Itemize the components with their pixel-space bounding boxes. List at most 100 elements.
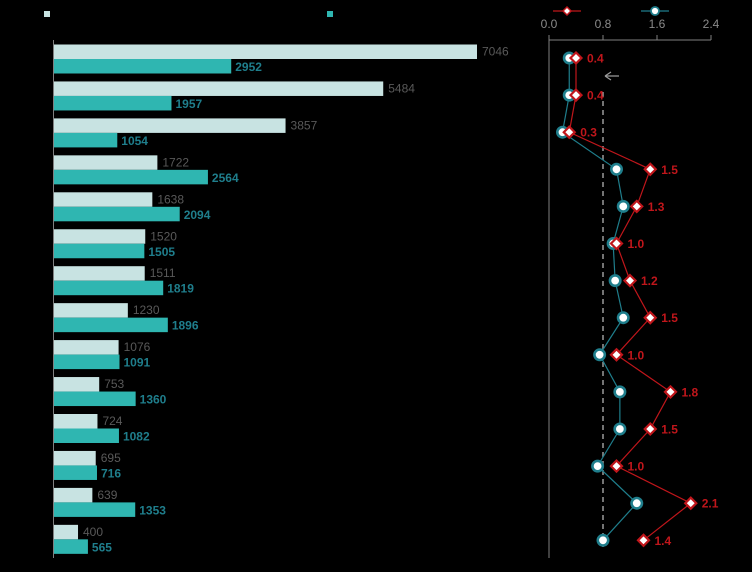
bar-label-series-1-3: 3857 [291,118,318,132]
bar-series-2-10 [54,391,136,407]
bar-series-2-2 [54,95,172,111]
point-series-red-4 [643,162,658,177]
line-series-red [568,58,692,541]
point-series-teal-8 [616,311,630,325]
bar-series-2-6 [54,243,145,259]
legend-swatch-series-2 [327,11,333,17]
bar-label-series-2-5: 2094 [184,208,211,222]
bar-series-1-5 [54,192,153,207]
bar-label-series-1-9: 1076 [124,340,151,354]
bar-series-2-14 [54,539,88,554]
bar-label-series-2-7: 1819 [167,282,194,296]
bar-series-1-13 [54,487,93,503]
bar-label-series-1-8: 1230 [133,303,160,317]
legend-swatch-series-1 [44,11,50,17]
bar-label-series-1-10: 753 [104,377,124,391]
point-label-series-red-14: 1.4 [655,534,672,548]
point-series-red-3 [562,125,577,140]
point-label-series-red-13: 2.1 [702,497,719,511]
point-label-series-red-6: 1.0 [628,237,645,251]
point-series-red-5 [629,199,644,214]
dot-tick-label-4: 2.4 [703,17,720,31]
legend [44,5,669,17]
point-label-series-red-2: 0.4 [587,89,604,103]
bar-label-series-2-2: 1957 [175,97,202,111]
bar-label-series-2-13: 1353 [139,503,166,517]
point-label-series-red-10: 1.8 [682,385,699,399]
bar-label-series-2-10: 1360 [140,393,167,407]
bar-series-1-1 [54,44,477,59]
bar-series-2-1 [54,59,232,74]
dot-tick-label-1: 0.0 [541,17,558,31]
point-series-teal-12 [591,459,605,473]
point-label-series-red-9: 1.0 [628,348,645,362]
point-series-red-11 [643,421,658,437]
bar-label-series-1-4: 1722 [162,155,189,169]
point-series-red-13 [683,496,698,511]
point-label-series-red-3: 0.3 [580,126,597,140]
bar-series-1-8 [54,303,128,318]
point-label-series-red-12: 1.0 [628,460,645,474]
bar-label-series-1-6: 1520 [150,229,177,243]
point-series-teal-13 [630,496,644,510]
bar-label-series-2-12: 716 [101,466,121,480]
bar-series-1-11 [54,414,98,429]
bar-series-2-12 [54,465,97,480]
bar-label-series-1-14: 400 [83,525,103,539]
bar-series-1-6 [54,229,146,244]
bar-series-1-9 [54,340,119,355]
bar-label-series-2-14: 565 [92,540,112,554]
dot-plot: 0.0 0.8 1.6 2.4 0.4 0.4 0.3 1.5 1.3 1.0 1.2 1.5 1.0 1… [541,17,720,558]
point-series-red-2 [568,88,584,103]
point-series-red-14 [636,533,651,548]
point-series-red-9 [609,347,624,362]
point-series-red-1 [568,50,584,66]
bar-label-series-1-2: 5484 [388,81,415,95]
bar-label-series-2-4: 2564 [212,171,239,185]
point-label-series-red-1: 0.4 [587,52,604,66]
bar-series-1-7 [54,266,145,281]
point-label-series-red-4: 1.5 [661,163,678,177]
bar-label-series-1-7: 1511 [150,266,176,280]
point-label-series-red-7: 1.2 [641,274,658,288]
point-series-teal-10 [613,385,627,399]
dot-tick-label-2: 0.8 [595,17,612,31]
bar-label-series-1-11: 724 [102,414,122,428]
bar-series-2-3 [54,132,118,148]
bar-label-series-1-1: 7046 [482,45,509,59]
bar-series-2-13 [54,502,136,517]
point-series-teal-11 [613,422,627,436]
point-label-series-red-11: 1.5 [661,423,678,437]
bar-series-1-3 [54,118,286,133]
point-series-teal-14 [596,533,610,547]
bar-series-1-14 [54,524,79,540]
bar-label-series-1-5: 1638 [157,192,184,206]
point-series-teal-4 [609,162,623,176]
legend-marker-series-teal [650,6,660,16]
bar-series-2-7 [54,280,164,296]
bar-series-1-12 [54,450,96,466]
bar-series-2-8 [54,317,168,333]
point-series-red-7 [622,273,638,288]
bar-chart: 7046 2952 5484 1957 3857 1054 1722 2564 16382094… [53,40,509,558]
bar-label-series-2-9: 1091 [123,356,150,370]
bar-label-series-2-6: 1505 [148,245,175,259]
dot-tick-label-3: 1.6 [649,17,666,31]
point-series-red-12 [609,459,624,474]
bar-label-series-2-1: 2952 [235,60,262,74]
point-series-red-8 [643,310,658,325]
bar-series-1-4 [54,155,158,170]
legend-marker-series-red [561,5,573,17]
reference-arrow-icon [604,71,619,81]
bar-label-series-2-3: 1054 [121,134,148,148]
bar-label-series-1-13: 639 [97,488,117,502]
bar-label-series-1-12: 695 [101,451,121,465]
point-series-teal-5 [616,199,630,213]
line-series-teal [561,58,638,541]
point-series-teal-9 [593,348,607,362]
point-label-series-red-5: 1.3 [648,200,665,214]
bar-label-series-2-11: 1082 [123,430,150,444]
point-label-series-red-8: 1.5 [661,311,678,325]
point-series-red-6 [609,236,624,251]
